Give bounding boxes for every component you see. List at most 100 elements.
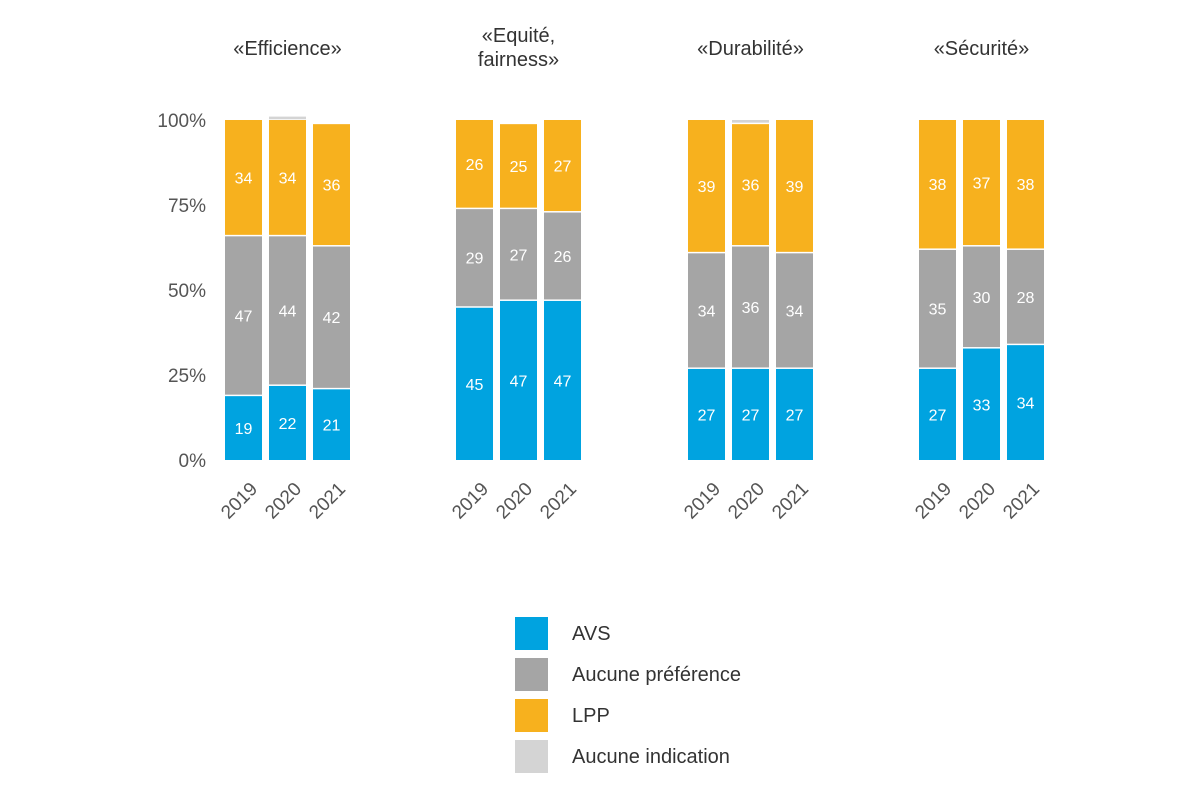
y-tick-label: 100% xyxy=(157,111,206,132)
bar-value-label: 38 xyxy=(929,177,947,194)
legend-swatch-lpp xyxy=(515,699,548,732)
year-label: 2020 xyxy=(492,479,537,524)
panel-title: «Sécurité» xyxy=(934,38,1030,60)
bar-value-label: 45 xyxy=(466,377,484,394)
bar-segment-avs xyxy=(1007,345,1044,460)
year-label: 2021 xyxy=(305,479,350,524)
bar-segment-lpp xyxy=(919,120,956,249)
bar-segment-aucune-pr-f-rence xyxy=(776,253,813,368)
bar-value-label: 29 xyxy=(466,251,484,268)
year-label: 2020 xyxy=(261,479,306,524)
bar-segment-lpp xyxy=(269,120,306,235)
year-label: 2019 xyxy=(911,479,956,524)
bar-segment-aucune-pr-f-rence xyxy=(500,209,537,300)
bar-segment-aucune-pr-f-rence xyxy=(732,246,769,368)
bar-value-label: 21 xyxy=(323,418,341,435)
bar-value-label: 26 xyxy=(554,249,572,266)
legend-label: LPP xyxy=(572,705,610,727)
bar-value-label: 37 xyxy=(973,176,991,193)
bar-value-label: 27 xyxy=(554,159,572,176)
panel-title: «Efficience» xyxy=(233,38,342,60)
bar-value-label: 27 xyxy=(786,407,804,424)
bar-value-label: 19 xyxy=(235,421,253,438)
bar-segment-lpp xyxy=(500,124,537,208)
bar-value-label: 30 xyxy=(973,290,991,307)
bar-value-label: 34 xyxy=(1017,396,1035,413)
bar-segment-lpp xyxy=(776,120,813,252)
bar-segment-lpp xyxy=(225,120,262,235)
bar-value-label: 38 xyxy=(1017,177,1035,194)
bar-value-label: 36 xyxy=(742,178,760,195)
bar-segment-aucune-indication xyxy=(732,120,769,123)
bar-value-label: 27 xyxy=(929,407,947,424)
bar-segment-aucune-pr-f-rence xyxy=(269,236,306,385)
bar-segment-avs xyxy=(456,307,493,460)
bar-segment-avs xyxy=(688,368,725,460)
bar-segment-aucune-pr-f-rence xyxy=(919,249,956,368)
bar-value-label: 33 xyxy=(973,397,991,414)
bar-segment-lpp xyxy=(544,120,581,212)
legend-swatch-aucune-indication xyxy=(515,740,548,773)
bar-value-label: 26 xyxy=(466,157,484,174)
year-label: 2020 xyxy=(724,479,769,524)
bar-segment-aucune-pr-f-rence xyxy=(225,236,262,395)
year-label: 2020 xyxy=(955,479,1000,524)
bar-value-label: 36 xyxy=(742,300,760,317)
bar-value-label: 27 xyxy=(510,247,528,264)
bar-segment-lpp xyxy=(456,120,493,208)
bar-segment-aucune-pr-f-rence xyxy=(963,246,1000,348)
panel-title: fairness» xyxy=(478,49,559,71)
bar-segment-aucune-pr-f-rence xyxy=(1007,249,1044,344)
year-label: 2021 xyxy=(536,479,581,524)
bar-value-label: 39 xyxy=(698,179,716,196)
bar-segment-avs xyxy=(732,368,769,460)
bar-value-label: 27 xyxy=(698,407,716,424)
bar-value-label: 47 xyxy=(235,309,253,326)
legend-swatch-aucune-pr-f-rence xyxy=(515,658,548,691)
bar-segment-aucune-pr-f-rence xyxy=(456,209,493,307)
year-label: 2019 xyxy=(448,479,493,524)
bar-value-label: 34 xyxy=(786,303,804,320)
bar-segment-avs xyxy=(313,389,350,460)
bar-segment-avs xyxy=(269,385,306,460)
bar-value-label: 25 xyxy=(510,159,528,176)
bar-value-label: 44 xyxy=(279,303,297,320)
year-label: 2019 xyxy=(217,479,262,524)
legend-label: Aucune indication xyxy=(572,746,730,768)
bar-segment-avs xyxy=(500,300,537,460)
bar-segment-avs xyxy=(544,300,581,460)
bar-segment-avs xyxy=(963,348,1000,460)
year-label: 2021 xyxy=(999,479,1044,524)
bar-value-label: 47 xyxy=(554,373,572,390)
y-tick-label: 0% xyxy=(179,451,207,472)
bar-value-label: 22 xyxy=(279,416,297,433)
year-label: 2019 xyxy=(680,479,725,524)
bar-segment-aucune-indication xyxy=(269,116,306,120)
bar-value-label: 34 xyxy=(698,303,716,320)
bar-segment-lpp xyxy=(688,120,725,252)
bar-segment-lpp xyxy=(313,124,350,246)
bar-segment-avs xyxy=(919,368,956,460)
bar-segment-lpp xyxy=(732,124,769,246)
bar-value-label: 28 xyxy=(1017,290,1035,307)
panel-title: «Durabilité» xyxy=(697,38,804,60)
bar-segment-lpp xyxy=(963,120,1000,246)
bar-value-label: 34 xyxy=(235,170,253,187)
bar-value-label: 27 xyxy=(742,407,760,424)
bar-value-label: 47 xyxy=(510,373,528,390)
bar-segment-aucune-pr-f-rence xyxy=(313,246,350,388)
bar-value-label: 35 xyxy=(929,302,947,319)
bar-segment-aucune-pr-f-rence xyxy=(544,212,581,300)
year-label: 2021 xyxy=(768,479,813,524)
legend-label: Aucune préférence xyxy=(572,664,741,686)
legend-swatch-avs xyxy=(515,617,548,650)
bar-value-label: 42 xyxy=(323,310,341,327)
bar-value-label: 36 xyxy=(323,178,341,195)
legend-label: AVS xyxy=(572,623,611,645)
bar-value-label: 34 xyxy=(279,170,297,187)
bar-segment-aucune-pr-f-rence xyxy=(688,253,725,368)
y-tick-label: 50% xyxy=(168,281,206,302)
panel-title: «Equité, xyxy=(482,25,555,47)
bar-segment-lpp xyxy=(1007,120,1044,249)
